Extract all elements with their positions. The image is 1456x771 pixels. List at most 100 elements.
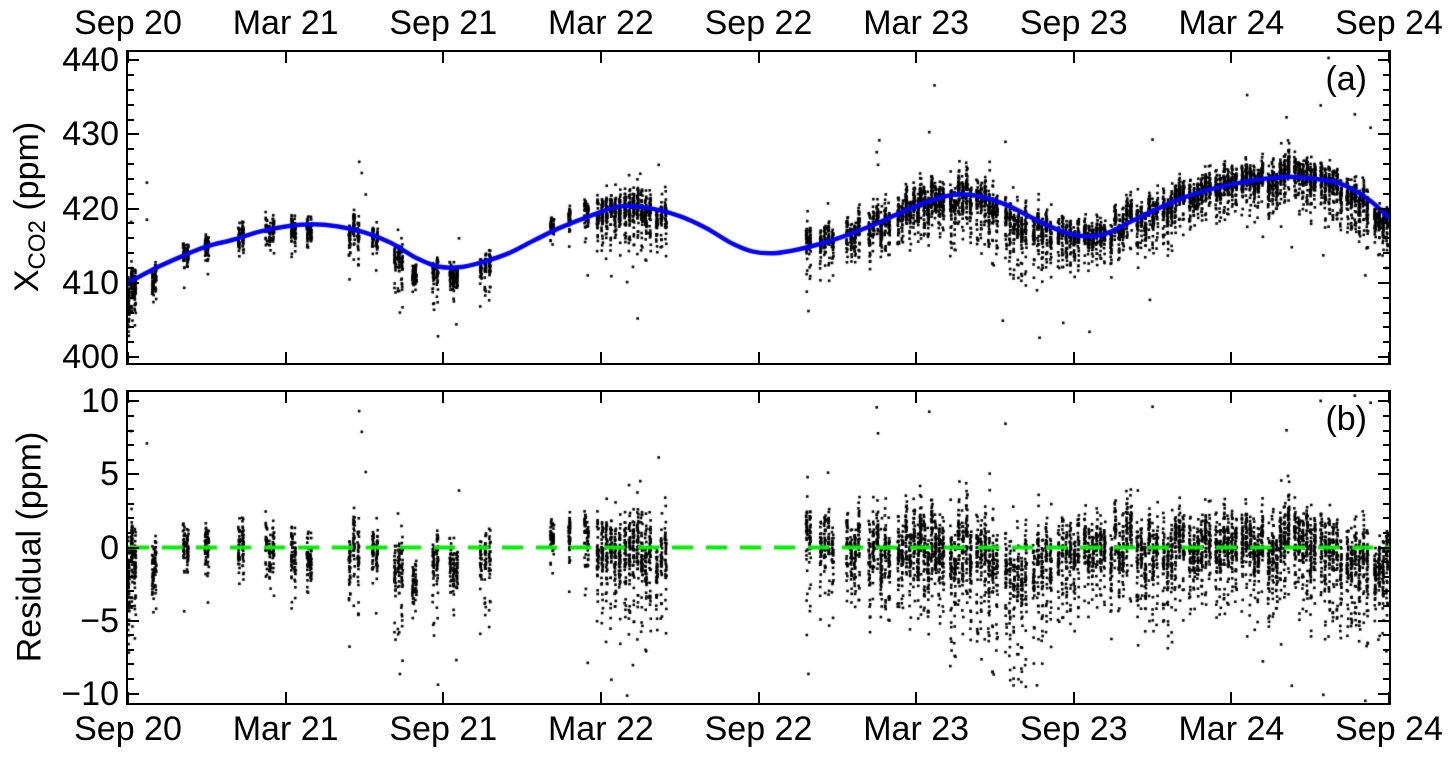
y-minor-tick-mark [128,429,134,432]
y-minor-tick-mark [128,634,134,637]
x-tick-label-top: Mar 24 [1178,4,1285,42]
panel-b-plot-canvas [128,392,1389,703]
y-tick-mark [128,692,139,695]
y-minor-tick-mark [128,192,134,195]
y-minor-tick-mark [128,458,134,461]
x-tick-mark [915,692,918,703]
x-tick-mark [1388,392,1390,403]
y-minor-tick-mark [1383,341,1389,344]
panel-b-residual: (b) [126,390,1391,705]
panel-b-y-tick-label: 0 [100,528,119,567]
x-tick-label-bottom: Sep 23 [1019,710,1128,748]
y-minor-tick-mark [1383,663,1389,666]
x-tick-mark [284,352,287,363]
panel-b-y-tick-label: 5 [100,455,119,494]
y-tick-mark [128,207,139,210]
y-minor-tick-mark [1383,458,1389,461]
x-tick-mark [599,692,602,703]
x-tick-mark [915,52,918,63]
x-tick-mark [599,352,602,363]
y-minor-tick-mark [128,296,134,299]
x-tick-label-top: Mar 22 [547,4,654,42]
y-minor-tick-mark [128,488,134,491]
y-minor-tick-mark [1383,488,1389,491]
x-tick-mark [1072,392,1075,403]
y-tick-mark [1378,207,1389,210]
y-tick-mark [128,133,139,136]
y-minor-tick-mark [128,88,134,91]
x-tick-mark [1230,392,1233,403]
panel-a-y-tick-label: 430 [62,115,119,154]
y-minor-tick-mark [1383,103,1389,106]
y-tick-mark [1378,546,1389,549]
y-minor-tick-mark [128,326,134,329]
y-minor-tick-mark [1383,177,1389,180]
x-tick-label-top: Mar 21 [232,4,339,42]
y-minor-tick-mark [128,415,134,418]
y-minor-tick-mark [128,103,134,106]
y-minor-tick-mark [128,266,134,269]
y-tick-mark [128,59,139,62]
x-tick-mark [915,352,918,363]
x-tick-label-top: Mar 23 [863,4,970,42]
y-minor-tick-mark [128,74,134,76]
x-tick-mark [284,392,287,403]
y-minor-tick-mark [1383,429,1389,432]
y-minor-tick-mark [128,604,134,607]
x-tick-mark [1230,692,1233,703]
y-minor-tick-mark [1383,648,1389,651]
y-minor-tick-mark [1383,118,1389,121]
y-minor-tick-mark [128,663,134,666]
x-tick-label-top: Sep 21 [389,4,498,42]
x-tick-mark [757,352,760,363]
y-minor-tick-mark [1383,444,1389,447]
y-minor-tick-mark [128,561,134,564]
y-minor-tick-mark [128,177,134,180]
y-minor-tick-mark [1383,88,1389,91]
y-tick-mark [1378,692,1389,695]
y-minor-tick-mark [128,677,134,680]
y-minor-tick-mark [1383,502,1389,505]
y-tick-mark [1378,356,1389,359]
y-minor-tick-mark [1383,311,1389,314]
panel-a-xco2: (a) [126,50,1391,365]
x-tick-label-top: Sep 24 [1335,4,1443,42]
y-minor-tick-mark [128,648,134,651]
y-minor-tick-mark [1383,163,1389,166]
x-tick-mark [442,692,445,703]
x-tick-mark [284,692,287,703]
y-minor-tick-mark [128,311,134,314]
y-minor-tick-mark [128,517,134,520]
y-tick-mark [1378,59,1389,62]
x-tick-mark [442,352,445,363]
y-tick-mark [1378,281,1389,284]
y-minor-tick-mark [128,252,134,255]
y-tick-mark [128,473,139,476]
panel-a-y-tick-label: 440 [62,41,119,80]
y-minor-tick-mark [1383,604,1389,607]
x-tick-label-bottom: Mar 22 [547,710,654,748]
y-minor-tick-mark [128,118,134,121]
x-tick-label-top: Sep 23 [1019,4,1128,42]
x-tick-mark [1072,352,1075,363]
x-tick-mark [127,52,129,63]
y-tick-mark [1378,400,1389,403]
x-tick-mark [1230,352,1233,363]
x-tick-mark [127,692,129,703]
x-tick-label-bottom: Mar 23 [863,710,970,748]
x-tick-mark [757,52,760,63]
y-tick-mark [128,400,139,403]
panel-b-label: (b) [1325,400,1367,438]
x-tick-mark [1388,692,1390,703]
y-minor-tick-mark [128,237,134,240]
y-minor-tick-mark [1383,148,1389,151]
y-minor-tick-mark [128,222,134,225]
panel-b-y-tick-label: −10 [61,674,119,713]
x-tick-mark [442,52,445,63]
x-tick-label-bottom: Sep 24 [1335,710,1443,748]
y-tick-mark [1378,473,1389,476]
x-tick-label-bottom: Sep 21 [389,710,498,748]
x-tick-label-bottom: Mar 24 [1178,710,1285,748]
y-minor-tick-mark [1383,252,1389,255]
